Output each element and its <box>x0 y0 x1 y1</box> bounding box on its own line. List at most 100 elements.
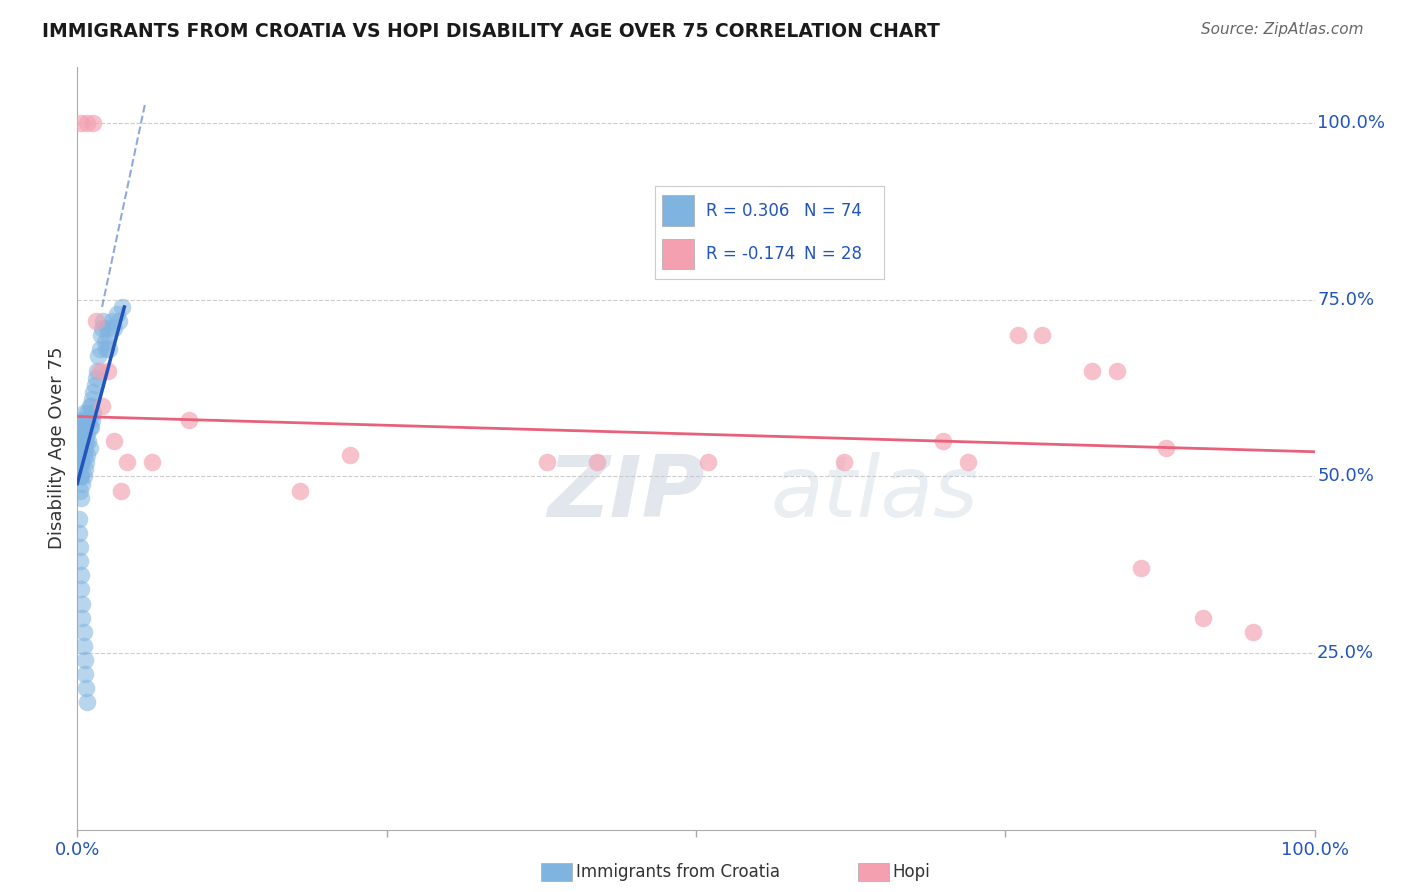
Point <box>72 469 94 483</box>
Text: Source: ZipAtlas.com: Source: ZipAtlas.com <box>1201 22 1364 37</box>
Point <box>1130 561 1153 575</box>
Point <box>73 420 96 434</box>
Point <box>72 611 94 625</box>
Point <box>89 363 111 377</box>
Point <box>72 448 94 462</box>
Point <box>79 399 101 413</box>
Point <box>339 448 361 462</box>
Text: N = 28: N = 28 <box>804 244 862 263</box>
Point <box>76 116 98 130</box>
Point <box>69 554 91 568</box>
Text: N = 74: N = 74 <box>804 202 862 220</box>
Point <box>76 427 98 442</box>
Point <box>80 399 103 413</box>
Point <box>72 624 94 639</box>
Point <box>72 406 94 420</box>
Point <box>1154 442 1177 455</box>
Point <box>115 455 138 469</box>
Point <box>141 455 163 469</box>
Point <box>72 427 94 442</box>
Point <box>79 420 101 434</box>
Point <box>1241 624 1264 639</box>
Point <box>80 420 103 434</box>
Point <box>77 413 100 427</box>
Text: atlas: atlas <box>770 452 979 535</box>
Point <box>82 116 104 130</box>
Point <box>288 483 311 498</box>
Point <box>957 455 980 469</box>
Point <box>1192 611 1215 625</box>
Point <box>69 540 91 554</box>
Point <box>77 434 100 449</box>
Point <box>70 420 93 434</box>
Point <box>1105 363 1128 377</box>
Point <box>697 455 720 469</box>
Point <box>1007 328 1029 343</box>
Text: 75.0%: 75.0% <box>1317 291 1374 309</box>
Point <box>101 314 124 328</box>
Point <box>76 696 98 710</box>
Point <box>82 384 104 399</box>
Point <box>91 321 114 335</box>
Point <box>111 300 134 314</box>
Point <box>72 455 94 469</box>
Point <box>75 413 97 427</box>
Point <box>72 639 94 653</box>
Point <box>72 413 94 427</box>
Point <box>73 667 96 681</box>
Point <box>70 434 93 449</box>
Text: ZIP: ZIP <box>547 452 706 535</box>
Point <box>69 483 91 498</box>
Point <box>75 455 97 469</box>
Point <box>91 399 114 413</box>
Text: 25.0%: 25.0% <box>1317 644 1374 662</box>
Point <box>70 469 93 483</box>
Point <box>536 455 558 469</box>
Text: 50.0%: 50.0% <box>1317 467 1374 485</box>
Point <box>586 455 609 469</box>
Point <box>70 491 93 505</box>
Point <box>103 434 125 449</box>
Point <box>70 568 93 582</box>
Text: R = -0.174: R = -0.174 <box>706 244 794 263</box>
Point <box>94 343 117 357</box>
Point <box>79 442 101 455</box>
Bar <box>662 195 695 226</box>
Point <box>86 363 108 377</box>
Point <box>73 442 96 455</box>
Text: Immigrants from Croatia: Immigrants from Croatia <box>576 863 780 881</box>
Point <box>1031 328 1053 343</box>
Point <box>69 469 91 483</box>
Point <box>67 420 90 434</box>
Point <box>69 442 91 455</box>
Point <box>67 526 90 541</box>
Point <box>70 116 93 130</box>
Point <box>82 392 104 406</box>
Point <box>67 512 90 526</box>
Point <box>72 476 94 491</box>
Point <box>96 321 118 335</box>
Point <box>84 370 107 384</box>
Y-axis label: Disability Age Over 75: Disability Age Over 75 <box>48 347 66 549</box>
Point <box>105 307 128 321</box>
Point <box>89 343 111 357</box>
Point <box>73 653 96 667</box>
Point <box>84 314 107 328</box>
Point <box>70 582 93 597</box>
Point <box>67 462 90 476</box>
Point <box>67 448 90 462</box>
Point <box>93 335 115 350</box>
Text: IMMIGRANTS FROM CROATIA VS HOPI DISABILITY AGE OVER 75 CORRELATION CHART: IMMIGRANTS FROM CROATIA VS HOPI DISABILI… <box>42 22 941 41</box>
Point <box>70 455 93 469</box>
Point <box>72 597 94 611</box>
Point <box>98 343 121 357</box>
Point <box>67 434 90 449</box>
Point <box>108 314 131 328</box>
Point <box>91 314 114 328</box>
Text: R = 0.306: R = 0.306 <box>706 202 789 220</box>
Point <box>97 363 120 377</box>
Point <box>69 455 91 469</box>
Text: 100.0%: 100.0% <box>1317 114 1385 132</box>
Point <box>72 434 94 449</box>
Point <box>82 413 104 427</box>
